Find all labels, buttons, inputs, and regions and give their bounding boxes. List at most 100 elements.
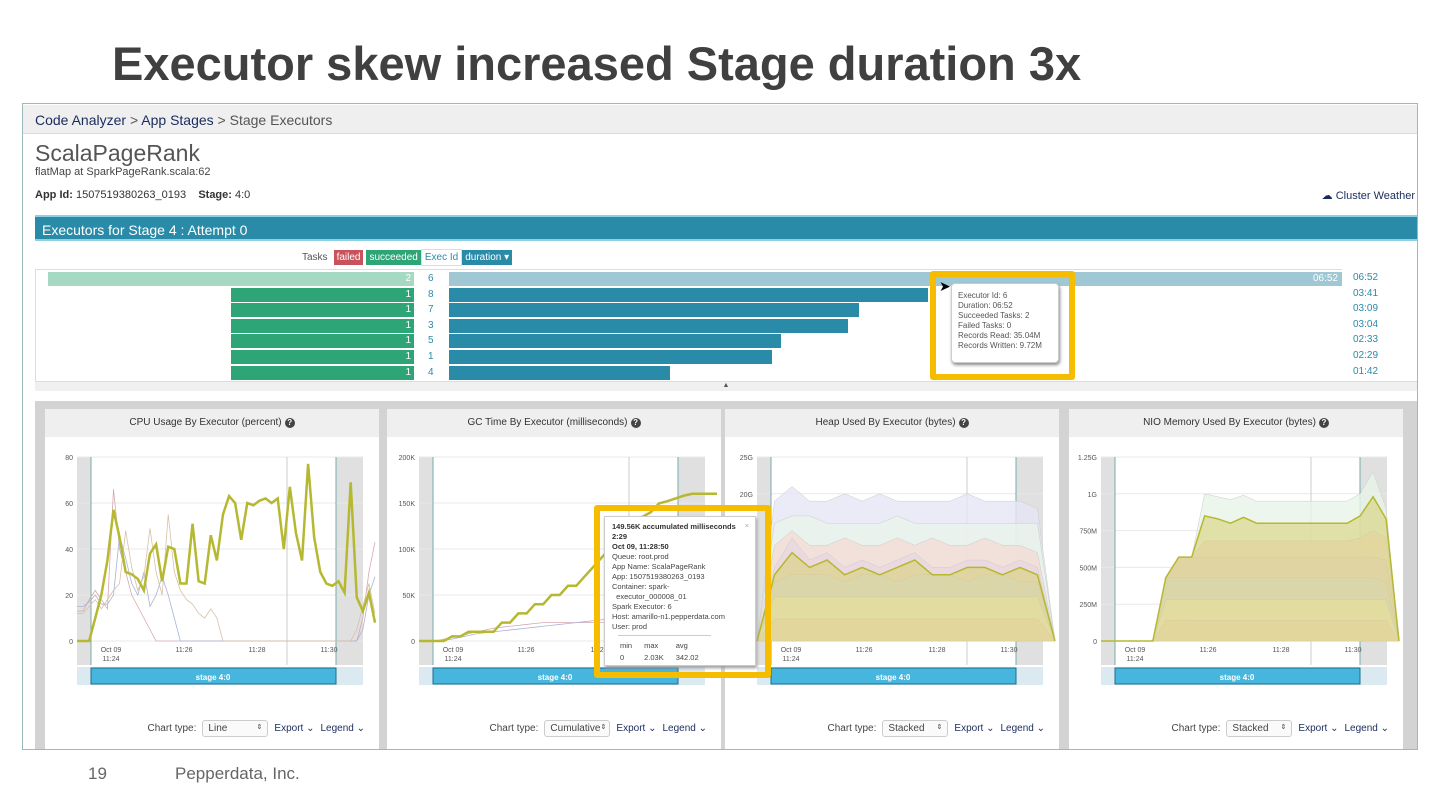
- x-tick-label: 11:28: [1273, 647, 1290, 654]
- stat-max: 2.03K: [644, 653, 664, 662]
- app-id-label: App Id:: [35, 189, 73, 201]
- legend-succeeded: succeeded: [366, 250, 421, 265]
- exec-id: 7: [428, 304, 434, 316]
- exec-id: 6: [428, 273, 434, 284]
- chart-type-select[interactable]: Line ⇕: [202, 720, 269, 737]
- y-tick-label: 0: [411, 639, 415, 646]
- chart-controls: Chart type: Stacked ⇕ Export ⌄ Legend ⌄: [1171, 720, 1389, 737]
- select-arrows-icon: ⇕: [256, 724, 263, 731]
- exec-id: 3: [428, 319, 434, 331]
- x-tick-label: 11:30: [1001, 647, 1018, 654]
- legend-failed: failed: [333, 250, 364, 265]
- tooltip-line: executor_000008_01: [612, 592, 687, 601]
- x-tick-label: Oct 09 11:24: [781, 647, 802, 663]
- executor-row[interactable]: 2 6 06:52: [36, 272, 1342, 286]
- chart-plot[interactable]: 0 20 40 60 80 Oct 09 11:24 11:26 11:28 11:30 stage…: [45, 439, 379, 699]
- chart-title-text: Heap Used By Executor (bytes): [815, 417, 956, 428]
- help-icon[interactable]: ?: [958, 418, 969, 428]
- chart-type-select[interactable]: Cumulative ⇕: [544, 720, 611, 737]
- stage-bar: [770, 667, 1017, 685]
- tooltip-line: Failed Tasks: 0: [958, 321, 1012, 330]
- succeeded-tasks-bar: 1: [231, 350, 414, 364]
- cluster-weather-link[interactable]: ☁ Cluster Weather: [1322, 189, 1415, 202]
- select-arrows-icon: ⇕: [936, 724, 943, 731]
- breadcrumb-separator: >: [129, 112, 139, 128]
- x-tick-label: 11:30: [1345, 647, 1362, 654]
- y-tick-label: 100K: [399, 547, 416, 554]
- sort-duration-dropdown[interactable]: duration ▾: [462, 250, 513, 265]
- breadcrumb-app-stages[interactable]: App Stages: [141, 112, 214, 128]
- exec-id: 4: [428, 366, 434, 378]
- selected-executor-line: [419, 492, 717, 643]
- export-dropdown[interactable]: Export ⌄: [954, 723, 995, 734]
- highlight-box: [594, 505, 771, 678]
- legend-dropdown[interactable]: Legend ⌄: [320, 723, 365, 734]
- tooltip-line: Executor Id: 6: [958, 291, 1008, 300]
- y-tick-label: 0: [69, 639, 73, 646]
- stat-min: 0: [620, 653, 625, 662]
- breadcrumb-code-analyzer[interactable]: Code Analyzer: [35, 112, 127, 128]
- selected-executor-line: [756, 551, 1056, 642]
- export-dropdown[interactable]: Export ⌄: [274, 723, 315, 734]
- stage-bar-label: stage 4:0: [1220, 673, 1255, 682]
- export-dropdown[interactable]: Export ⌄: [1298, 723, 1339, 734]
- duration-bar: [449, 350, 772, 364]
- chart-title-text: CPU Usage By Executor (percent): [129, 417, 282, 428]
- legend-dropdown[interactable]: Legend ⌄: [1000, 723, 1045, 734]
- footer-company: Pepperdata, Inc.: [175, 764, 300, 783]
- duration-bar: [449, 318, 848, 333]
- chart-plot[interactable]: 0 250M 500M 750M 1G 1.25G Oct 09 11:24 11:26 11:2…: [1069, 439, 1403, 699]
- tooltip-line: Spark Executor: 6: [612, 602, 672, 611]
- duration-value: 02:33: [1353, 334, 1379, 346]
- y-tick-label: 0: [1093, 639, 1097, 646]
- chart-title: NIO Memory Used By Executor (bytes)?: [1069, 409, 1403, 437]
- chart-card: Heap Used By Executor (bytes)? 20G 25G Oct …: [725, 409, 1059, 749]
- tooltip-line: 149.56K accumulated milliseconds: [612, 522, 736, 531]
- export-dropdown[interactable]: Export ⌄: [616, 723, 657, 734]
- duration-list: 06:52 03:41 03:09 03:04 02:33 02:29 01:42: [1353, 270, 1378, 379]
- y-tick-label: 20: [65, 593, 73, 600]
- duration-value: 06:52: [1353, 272, 1379, 283]
- stat-header: avg: [675, 641, 688, 650]
- chart-plot[interactable]: 20G 25G Oct 09 11:24 11:26 11:28 11:30 stage 4:…: [725, 439, 1059, 699]
- y-tick-label: 500M: [1079, 565, 1097, 572]
- duration-bar: [449, 287, 928, 302]
- y-tick-label: 80: [65, 455, 73, 462]
- x-tick-label: 11:28: [249, 647, 266, 654]
- selected-executor-line: [1101, 495, 1400, 642]
- y-tick-label: 60: [65, 501, 73, 508]
- chart-type-value: Cumulative: [550, 723, 601, 734]
- stage-bar-label: stage 4:0: [196, 673, 231, 682]
- chart-type-select[interactable]: Stacked ⇕: [882, 720, 949, 737]
- collapse-handle[interactable]: ▲: [35, 381, 1417, 391]
- cluster-weather-label: Cluster Weather: [1335, 190, 1415, 202]
- chart-type-value: Stacked: [888, 723, 925, 734]
- breadcrumb: Code Analyzer > App Stages > Stage Execu…: [23, 105, 1417, 134]
- cloud-icon: ☁: [1321, 190, 1333, 202]
- sort-exec-id[interactable]: Exec Id: [420, 249, 463, 266]
- help-icon[interactable]: ?: [630, 418, 641, 428]
- x-tick-label: Oct 09 11:24: [443, 647, 464, 663]
- help-icon[interactable]: ?: [1318, 418, 1329, 428]
- stage-bar: [90, 667, 337, 685]
- legend-dropdown[interactable]: Legend ⌄: [1344, 723, 1389, 734]
- y-tick-label: 50K: [403, 593, 416, 600]
- charts-panel: CPU Usage By Executor (percent)? 0 20 40 60 8…: [35, 401, 1417, 749]
- x-tick-label: 11:26: [518, 647, 535, 654]
- out-of-range-shade: [419, 457, 433, 665]
- close-icon[interactable]: ×: [744, 521, 749, 530]
- gc-tooltip: × 149.56K accumulated milliseconds 2:29 Oc…: [604, 516, 756, 666]
- y-tick-label: 25G: [740, 455, 753, 462]
- chart-card: CPU Usage By Executor (percent)? 0 20 40 60 8…: [45, 409, 379, 749]
- y-tick-label: 20G: [740, 492, 753, 499]
- chart-type-select[interactable]: Stacked ⇕: [1226, 720, 1293, 737]
- help-icon[interactable]: ?: [284, 418, 295, 428]
- legend-dropdown[interactable]: Legend ⌄: [662, 723, 707, 734]
- chart-controls: Chart type: Cumulative ⇕ Export ⌄ Legend ⌄: [489, 720, 707, 737]
